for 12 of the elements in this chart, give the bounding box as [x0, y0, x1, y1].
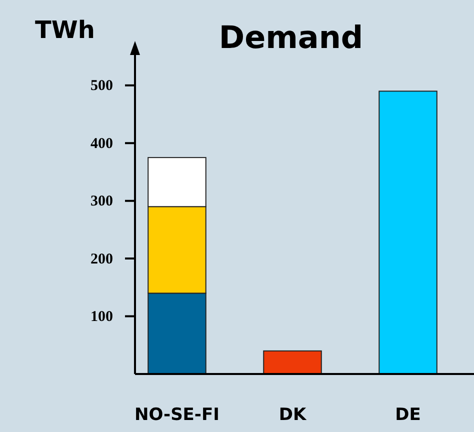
y-tick-label: 400 — [90, 136, 113, 152]
bar — [378, 90, 438, 374]
bar — [263, 350, 322, 374]
chart-title: Demand — [218, 20, 364, 56]
x-tick-label: NO-SE-FI — [134, 405, 220, 425]
y-tick-label: 300 — [90, 194, 113, 210]
y-tick-label: 200 — [90, 251, 113, 268]
y-tick-label: 100 — [90, 309, 113, 326]
y-tick-label: 500 — [90, 78, 113, 94]
y-axis-title: TWh — [35, 16, 95, 44]
x-tick-label: DK — [278, 405, 307, 425]
x-tick-label: DE — [395, 405, 421, 425]
